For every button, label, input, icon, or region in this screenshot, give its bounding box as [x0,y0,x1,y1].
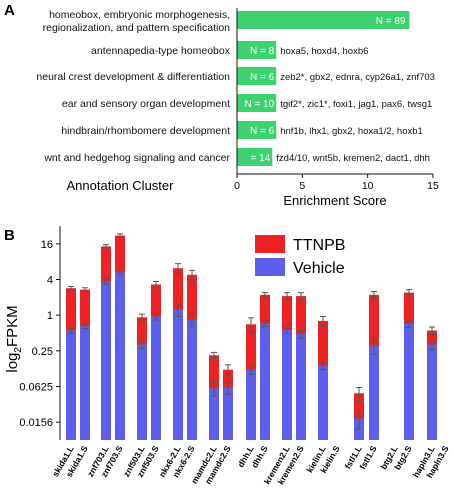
enrichment-bar [237,67,277,85]
x-tick-label: 15 [427,180,439,192]
x-tick-label: 0 [234,180,240,192]
category-label: antennapedia-type homeobox [91,45,231,57]
bar-gene-label: zeb2*, gbx2, ednra, cyp26a1, znf703 [280,72,435,83]
category-label: regionalization, and pattern specificati… [43,22,231,34]
category-label: wnt and hedgehog signaling and cancer [43,152,230,164]
legend-label-vehicle: Vehicle [293,260,345,277]
vehicle-bar [223,387,233,440]
enrichment-bar [237,94,277,112]
y-tick-label: 1 [47,310,53,322]
bar-n-label: N = 6 [250,126,275,137]
vehicle-bar [296,334,306,440]
y-tick-label: 16 [41,239,53,251]
vehicle-bar [209,388,219,440]
legend-label-ttnpb: TTNPB [293,237,345,254]
bar-gene-label: hnf1b, lhx1, gbx2, hoxa1/2, hoxb1 [280,126,423,137]
legend-swatch-ttnpb [255,235,285,253]
vehicle-bar [404,323,414,440]
vehicle-bar [101,281,111,440]
vehicle-bar [427,344,437,440]
bar-gene-label: tgif2*, zic1*, foxi1, jag1, pax6, twsg1 [280,99,432,110]
y-tick-label: 4 [47,274,53,286]
enrichment-bar [237,41,277,59]
category-label: ear and sensory organ development [62,98,230,110]
y-tick-label: 0.0625 [19,381,53,393]
bar-n-label: N = 10 [244,99,274,110]
enrichment-bar [237,11,410,29]
category-label: homeobox, embryonic morphogenesis, [49,9,230,21]
vehicle-bar [282,330,292,440]
annotation-cluster-title: Annotation Cluster [67,178,175,193]
y-tick-label: 0.0156 [19,417,53,429]
vehicle-bar [246,369,256,440]
enrichment-bar-chart: A N = 89 homeobox, embryonic morphogenesis… [4,2,439,208]
x-tick-label: 10 [362,180,374,192]
y-tick-label: 0.25 [32,346,53,358]
x-tick-label: 5 [299,180,305,192]
vehicle-bar [137,344,147,440]
vehicle-bar [115,272,125,440]
vehicle-bar [151,316,161,440]
vehicle-bar [173,309,183,440]
bar-n-label: N = 89 [376,16,406,27]
category-label: neural crest development & differentiati… [36,71,230,83]
legend-swatch-vehicle [255,258,285,276]
x-axis-title: Enrichment Score [283,193,386,208]
panel-b-label: B [4,227,15,244]
bar-n-label: N = 8 [250,46,275,57]
vehicle-bar [187,319,197,440]
panel-a-label: A [4,2,15,19]
bar-n-label: N = 6 [250,72,275,83]
vehicle-bar [260,323,270,440]
bar-gene-label: fzd4/10, wnt5b, kremen2, dact1, dhh [276,153,430,164]
enrichment-bar [237,121,277,139]
vehicle-bar [80,326,90,440]
y-axis-title: log2FPKM [4,305,24,372]
vehicle-bar [66,330,76,440]
vehicle-bar [318,365,328,440]
bar-n-label: = 14 [251,153,271,164]
bar-gene-label: hoxa5, hoxd4, hoxb6 [280,46,368,57]
vehicle-bar [369,346,379,440]
expression-stacked-bar-chart: B16410.250.06250.0156log2FPKMskida1.Lski… [4,226,451,486]
category-label: hindbrain/rhombomere development [61,125,230,137]
enrichment-bar [237,148,273,166]
